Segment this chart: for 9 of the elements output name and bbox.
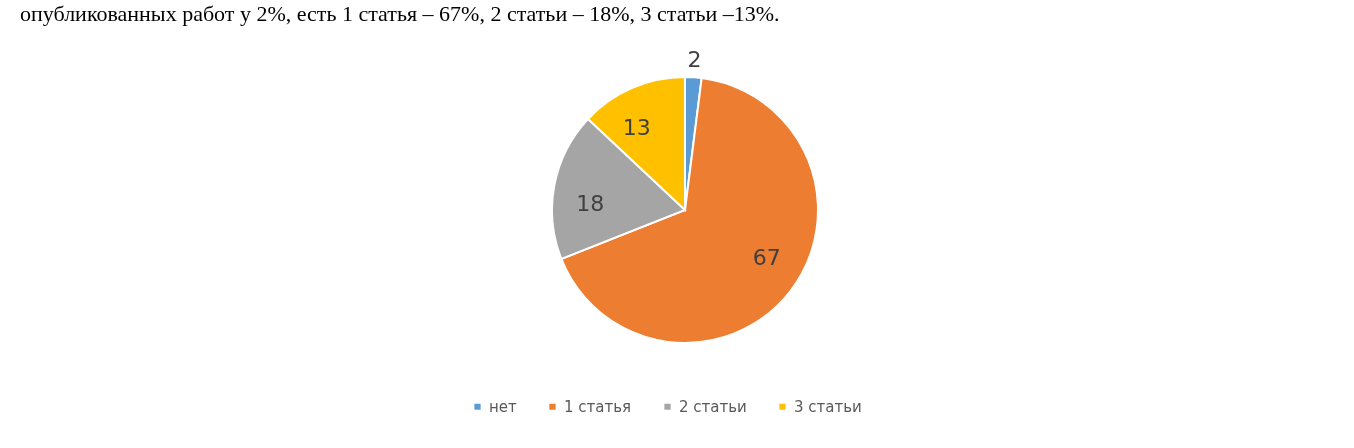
data-label: 18 <box>576 191 605 217</box>
legend-label: 3 статьи <box>794 397 862 416</box>
legend-label: 1 статья <box>564 397 632 416</box>
legend-label: 2 статьи <box>679 397 747 416</box>
text: опубликованных работ у 2%, есть 1 статья – 67%, 2 статьи – 18%, 3 статьи –13%. <box>20 1 780 26</box>
data-label: 67 <box>752 245 781 271</box>
legend-label: нет <box>489 397 518 416</box>
data-label: 13 <box>622 115 651 141</box>
data-label: 2 <box>687 47 702 73</box>
